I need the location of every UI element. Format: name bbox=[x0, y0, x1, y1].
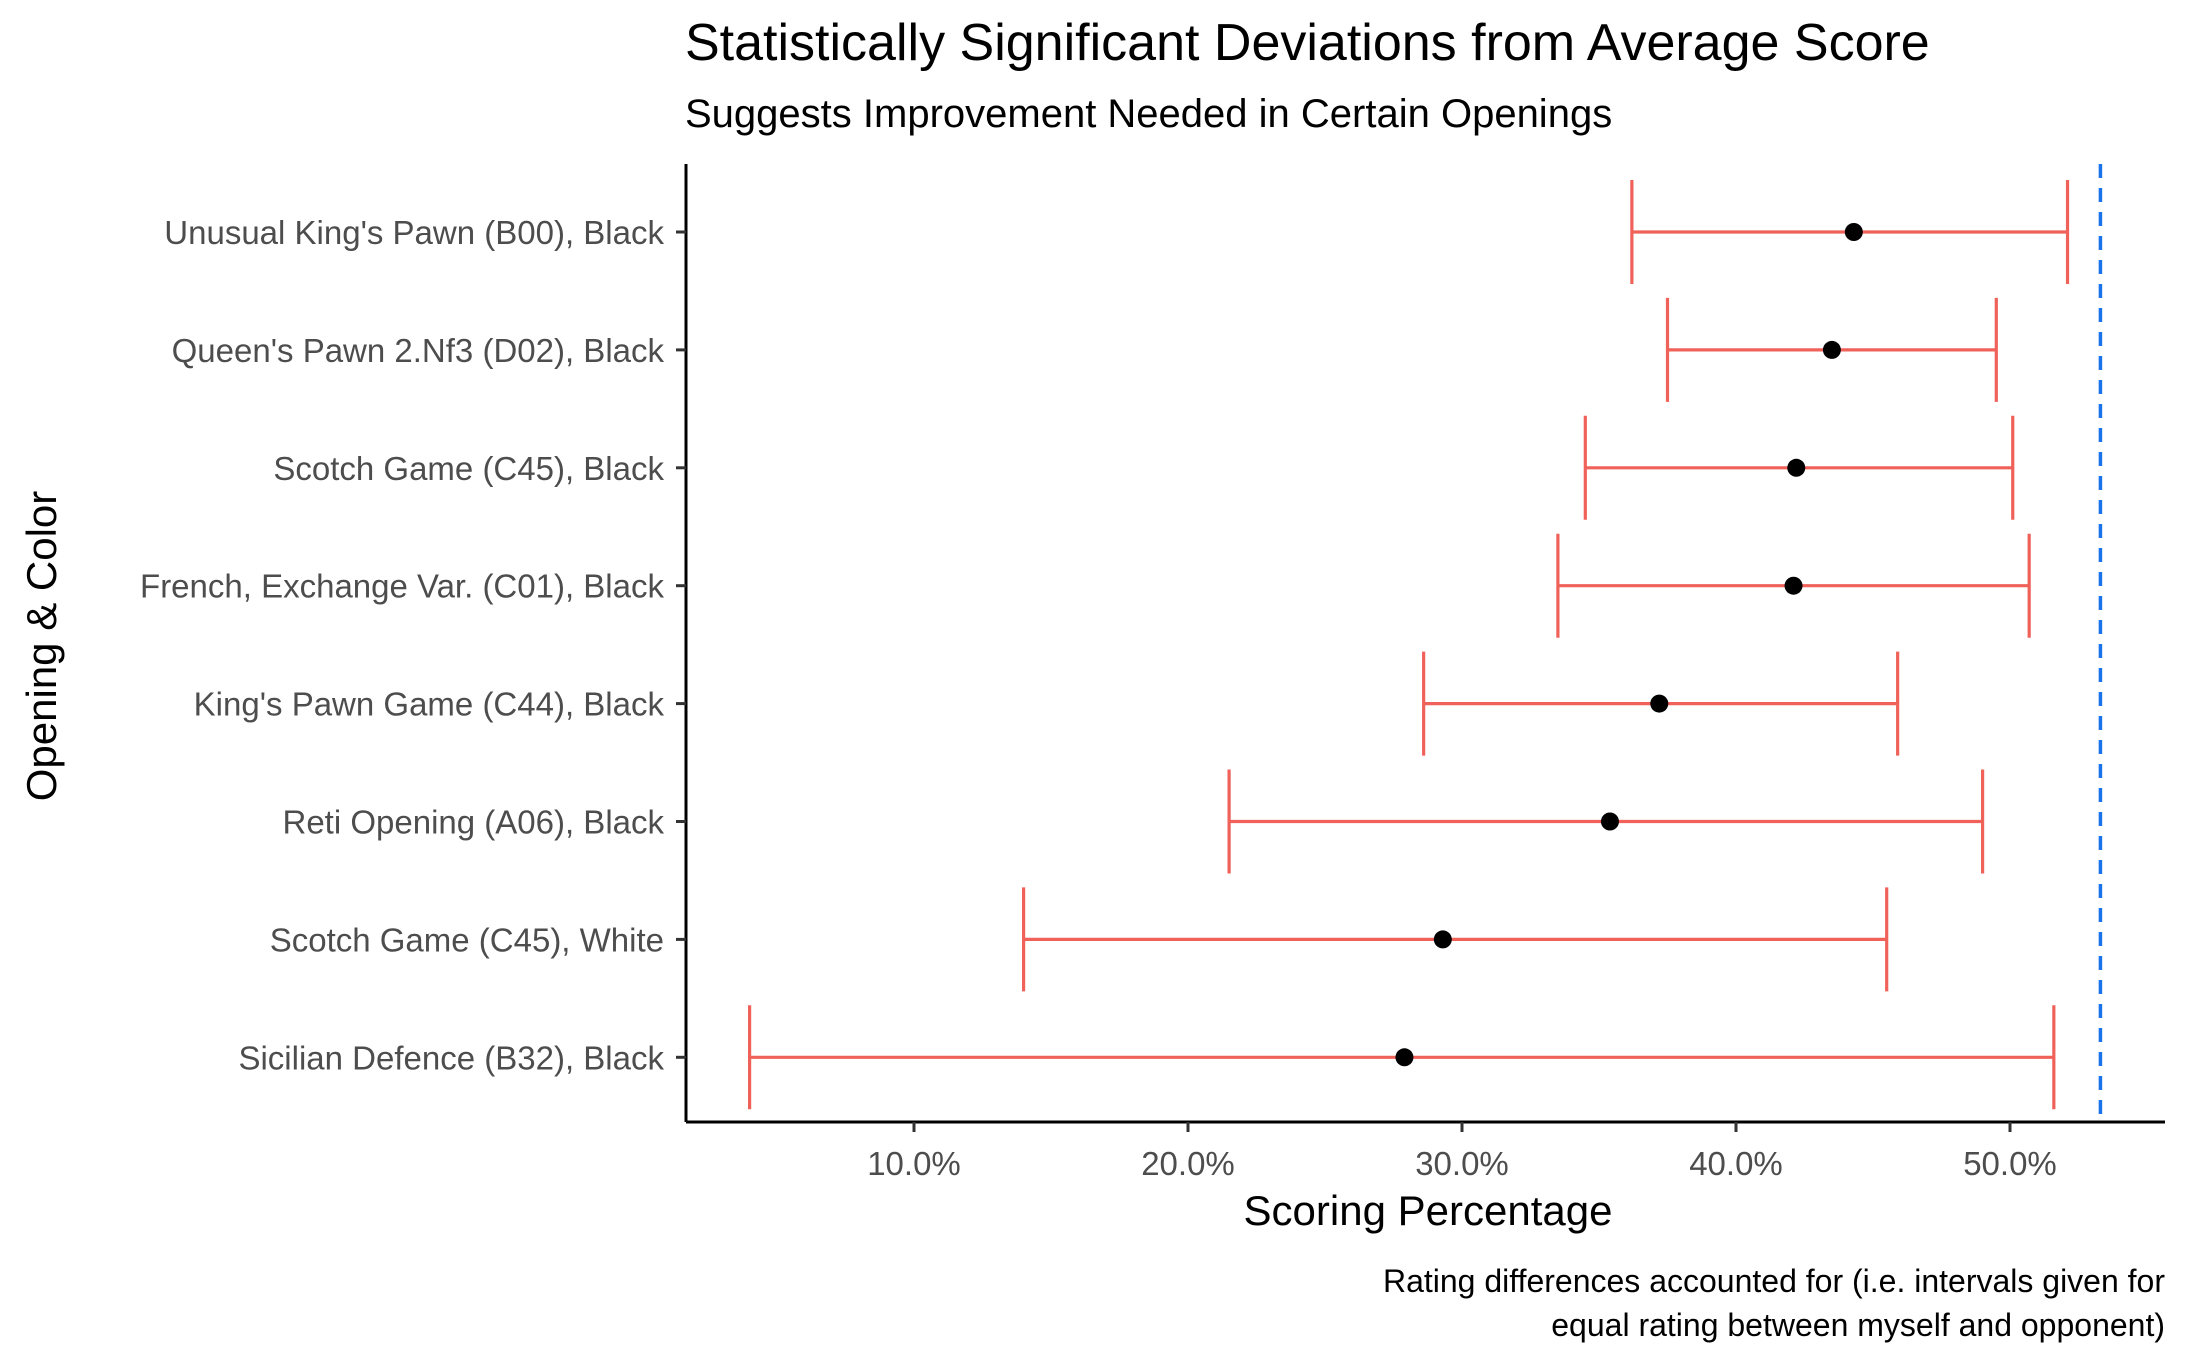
point-estimate bbox=[1600, 812, 1619, 831]
caption-line-1: Rating differences accounted for (i.e. i… bbox=[1383, 1263, 2165, 1299]
y-tick-label: Queen's Pawn 2.Nf3 (D02), Black bbox=[172, 332, 665, 369]
point-estimate bbox=[1822, 340, 1841, 359]
point-estimate bbox=[1844, 223, 1863, 241]
x-axis-ticks: 10.0% 20.0% 30.0% 40.0% 50.0% bbox=[867, 1122, 2057, 1182]
y-tick-label: Scotch Game (C45), White bbox=[270, 921, 664, 958]
chart-subtitle: Suggests Improvement Needed in Certain O… bbox=[685, 92, 1612, 136]
y-axis-title: Opening & Color bbox=[18, 491, 65, 802]
y-tick-label: French, Exchange Var. (C01), Black bbox=[140, 568, 664, 605]
point-estimate bbox=[1787, 458, 1806, 477]
y-tick-label: Reti Opening (A06), Black bbox=[282, 804, 664, 841]
x-tick-label: 50.0% bbox=[1963, 1145, 2057, 1182]
x-axis-title: Scoring Percentage bbox=[1244, 1187, 1613, 1234]
point-estimate bbox=[1650, 694, 1669, 713]
y-tick-label: Unusual King's Pawn (B00), Black bbox=[164, 214, 664, 251]
point-estimate bbox=[1433, 930, 1452, 949]
chart-title: Statistically Significant Deviations fro… bbox=[685, 14, 1930, 72]
point-estimates bbox=[1395, 223, 1863, 1067]
point-estimate bbox=[1784, 576, 1803, 595]
point-estimate bbox=[1395, 1048, 1414, 1067]
y-tick-label: Scotch Game (C45), Black bbox=[273, 450, 664, 487]
x-tick-label: 20.0% bbox=[1141, 1145, 1235, 1182]
confidence-intervals bbox=[747, 180, 2070, 1110]
caption-line-2: equal rating between myself and opponent… bbox=[1551, 1307, 2165, 1343]
x-tick-label: 10.0% bbox=[867, 1145, 961, 1182]
x-tick-label: 40.0% bbox=[1689, 1145, 1783, 1182]
y-tick-label: Sicilian Defence (B32), Black bbox=[238, 1039, 664, 1076]
x-tick-label: 30.0% bbox=[1415, 1145, 1509, 1182]
y-axis-category-labels: Unusual King's Pawn (B00), Black Queen's … bbox=[140, 214, 686, 1076]
y-tick-label: King's Pawn Game (C44), Black bbox=[194, 686, 665, 723]
